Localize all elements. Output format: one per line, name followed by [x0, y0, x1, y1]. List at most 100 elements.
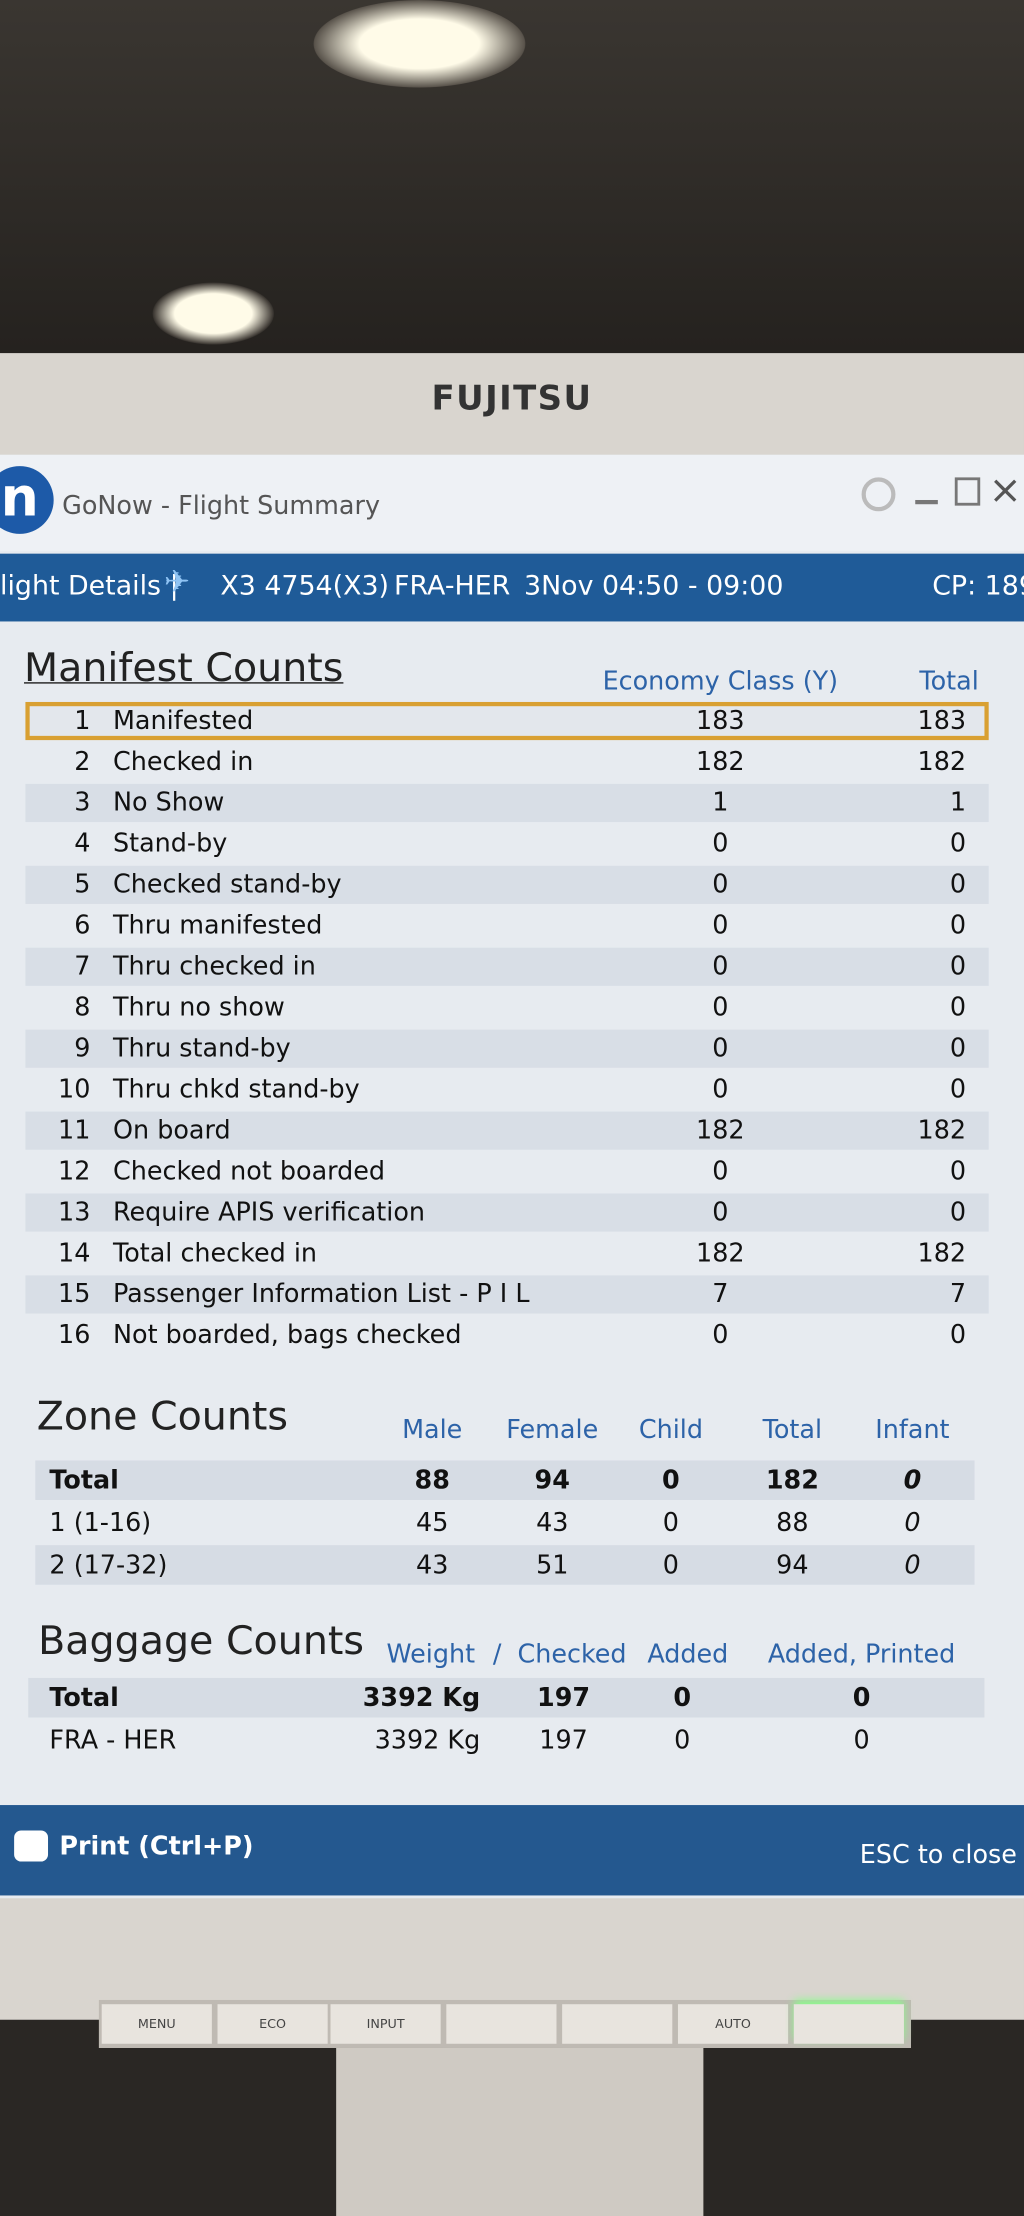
table-row — [25, 783, 989, 823]
total-count: 0 — [949, 951, 967, 982]
print-button[interactable]: Print (Ctrl+P) — [59, 1831, 254, 1862]
zone-count: 182 — [765, 1466, 819, 1496]
maximize-button[interactable] — [954, 477, 981, 506]
print-icon — [14, 1830, 49, 1862]
zone-count: 88 — [414, 1466, 450, 1496]
table-row — [35, 1545, 975, 1585]
table-row — [25, 947, 989, 986]
row-label: Require APIS verification — [112, 1197, 426, 1228]
total-count: 182 — [917, 747, 967, 777]
economy-count: 0 — [712, 1033, 729, 1064]
flight-bar — [0, 553, 1024, 622]
flight-time: 3Nov 04:50 - 09:00 — [524, 570, 784, 602]
monitor-button[interactable] — [793, 2004, 904, 2044]
row-number: 11 — [58, 1115, 91, 1146]
row-label: Thru no show — [112, 992, 285, 1023]
total-count: 0 — [949, 829, 967, 859]
row-label: Manifested — [112, 706, 254, 736]
added-printed: 0 — [853, 1725, 870, 1756]
row-label: FRA - HER — [49, 1725, 177, 1756]
zone-count: 0 — [904, 1508, 921, 1539]
column-header: Checked — [517, 1639, 627, 1670]
row-number: 9 — [74, 1033, 91, 1064]
column-header: / — [492, 1639, 502, 1670]
row-number: 8 — [74, 992, 91, 1023]
row-label: On board — [112, 1115, 231, 1146]
column-header: Economy Class (Y) — [602, 666, 839, 697]
row-number: 14 — [58, 1238, 91, 1269]
economy-count: 0 — [712, 992, 729, 1023]
economy-count: 0 — [712, 1320, 729, 1351]
table-row — [25, 1111, 989, 1150]
total-count: 0 — [949, 1156, 967, 1187]
section-title: Baggage Counts — [38, 1617, 365, 1664]
row-label: Thru checked in — [112, 951, 316, 982]
ceiling-light — [313, 0, 526, 88]
economy-count: 183 — [696, 706, 745, 736]
row-label: Stand-by — [112, 829, 228, 859]
zone-count: 0 — [662, 1508, 679, 1539]
column-header: Added, Printed — [767, 1639, 956, 1670]
zone-count: 45 — [416, 1508, 449, 1539]
economy-count: 0 — [712, 1074, 729, 1105]
monitor-button[interactable] — [446, 2004, 557, 2044]
economy-count: 1 — [712, 788, 729, 818]
row-number: 5 — [74, 870, 91, 900]
row-number: 16 — [58, 1320, 91, 1351]
total-count: 0 — [949, 870, 967, 900]
refresh-button[interactable] — [861, 477, 896, 512]
total-count: 0 — [949, 1074, 967, 1105]
row-label: Thru chkd stand-by — [112, 1074, 360, 1105]
total-count: 7 — [949, 1279, 967, 1310]
row-label: Not boarded, bags checked — [112, 1320, 462, 1351]
row-number: 13 — [58, 1197, 91, 1228]
minimize-button[interactable] — [915, 499, 938, 505]
row-label: 1 (1-16) — [49, 1508, 152, 1539]
section-title: Zone Counts — [36, 1392, 289, 1440]
row-label: Checked stand-by — [112, 870, 342, 900]
zone-count: 43 — [536, 1508, 569, 1539]
close-button[interactable]: × — [988, 466, 1022, 513]
total-count: 0 — [949, 992, 967, 1023]
row-number: 12 — [58, 1156, 91, 1187]
title-bar — [0, 454, 1024, 551]
row-number: 4 — [74, 829, 91, 859]
section-title: Manifest Counts — [24, 644, 344, 691]
row-number: 10 — [58, 1074, 91, 1105]
total-count: 0 — [949, 1197, 967, 1228]
monitor-button[interactable] — [562, 2004, 673, 2044]
row-label: Total checked in — [112, 1238, 318, 1269]
economy-count: 0 — [712, 1156, 729, 1187]
row-number: 1 — [74, 706, 91, 736]
row-label: Checked in — [112, 747, 254, 777]
total-count: 0 — [949, 1320, 967, 1351]
row-number: 3 — [74, 788, 91, 818]
monitor-button[interactable]: MENU — [101, 2004, 212, 2044]
total-count: 183 — [917, 706, 967, 736]
row-label: Thru manifested — [112, 911, 323, 941]
zone-count: 0 — [904, 1550, 921, 1581]
row-label: Total — [49, 1466, 119, 1496]
table-row — [25, 1193, 989, 1232]
row-number: 6 — [74, 911, 91, 941]
brand: FUJITSU — [431, 378, 593, 419]
close-hint[interactable]: ESC to close — [859, 1840, 1017, 1871]
monitor-button[interactable]: ECO — [217, 2004, 328, 2044]
flight-number: X3 4754(X3) — [220, 570, 390, 602]
monitor-button[interactable]: INPUT — [330, 2004, 441, 2044]
table-row — [25, 865, 989, 904]
column-header: Male — [402, 1415, 463, 1445]
economy-count: 7 — [712, 1279, 729, 1310]
checked: 197 — [537, 1683, 591, 1714]
window — [0, 454, 1024, 1899]
flight-label: light Details | — [0, 570, 179, 602]
economy-count: 182 — [696, 1115, 745, 1146]
economy-count: 0 — [712, 911, 729, 941]
zone-count: 43 — [416, 1550, 449, 1581]
table-row — [28, 1677, 985, 1718]
row-label: Passenger Information List - P I L — [112, 1279, 530, 1310]
column-header: Total — [919, 666, 979, 697]
weight: 3392 Kg — [374, 1725, 481, 1756]
monitor-button[interactable]: AUTO — [677, 2004, 789, 2044]
